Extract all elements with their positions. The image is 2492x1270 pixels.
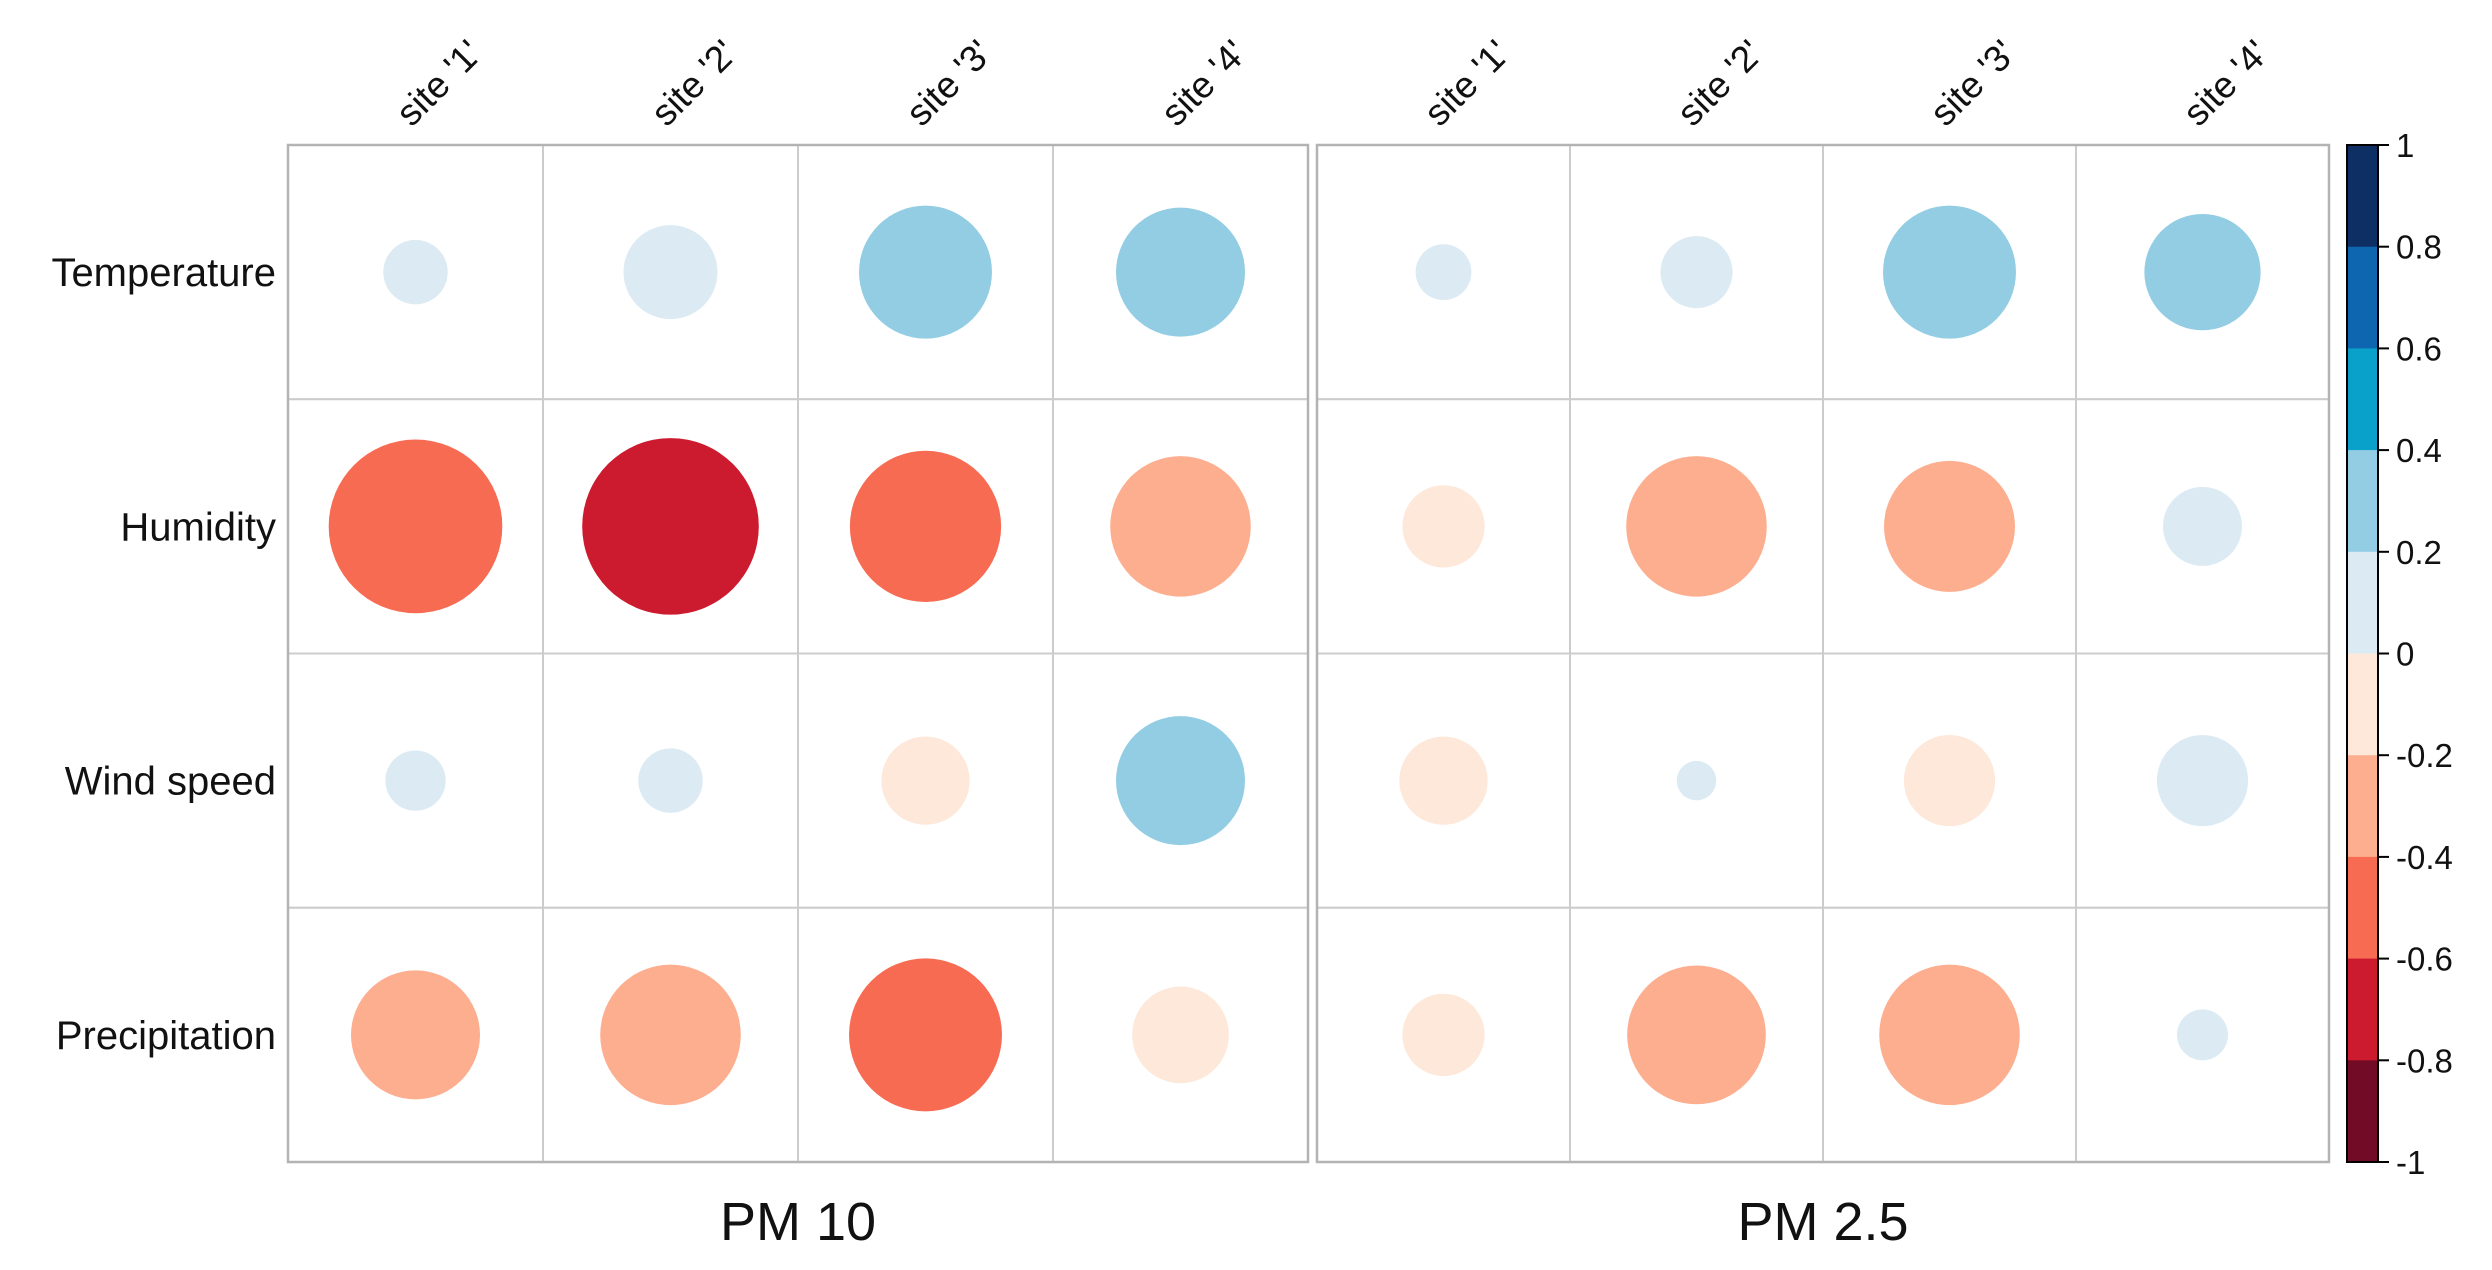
colorbar-band: [2347, 1060, 2378, 1163]
correlation-circle: [638, 748, 703, 813]
panel-title: PM 2.5: [1737, 1192, 1908, 1252]
colorbar-tick-label: 1: [2396, 127, 2414, 164]
correlation-circle: [1402, 993, 1485, 1076]
colorbar-tick-label: -1: [2396, 1144, 2425, 1181]
row-label: Precipitation: [56, 1014, 276, 1058]
panel-title: PM 10: [720, 1192, 876, 1252]
colorbar-band: [2347, 551, 2378, 654]
correlation-circle: [1660, 236, 1733, 309]
panel-pm-2.5: site '1' site '2' site '3' site '4'PM 2.5: [1315, 32, 2331, 1252]
correlation-circle: [849, 958, 1002, 1112]
row-label: Wind speed: [65, 760, 276, 804]
correlation-circle: [383, 239, 448, 305]
row-label: Humidity: [120, 505, 276, 549]
correlation-circle: [600, 964, 741, 1106]
correlation-circle: [1110, 456, 1251, 597]
colorbar: 1 0.8 0.6 0.4 0.2 0 -0.2 -0.4 -0.6 -0.8 -1: [2346, 127, 2453, 1181]
colorbar-tick-label: -0.2: [2396, 737, 2453, 774]
correlation-circle: [582, 438, 759, 615]
correlation-circle: [2177, 1009, 2228, 1061]
colorbar-band: [2347, 755, 2378, 858]
correlation-circle: [351, 970, 480, 1100]
colorbar-tick-label: 0: [2396, 636, 2414, 673]
colorbar-tick-label: 0.4: [2396, 432, 2442, 469]
colorbar-tick-label: -0.6: [2396, 941, 2453, 978]
colorbar-band: [2347, 653, 2378, 756]
correlation-circle: [1676, 760, 1717, 801]
row-label: Temperature: [51, 251, 276, 295]
correlation-circle: [1415, 244, 1472, 301]
correlation-circle: [623, 225, 718, 320]
colorbar-band: [2347, 348, 2378, 451]
correlation-circle: [1883, 205, 2016, 339]
colorbar-band: [2347, 958, 2378, 1061]
colorbar-tick-label: 0.6: [2396, 330, 2442, 367]
colorbar-tick-label: -0.4: [2396, 839, 2453, 876]
colorbar-band: [2347, 246, 2378, 349]
correlation-circle: [1884, 460, 2015, 592]
correlation-circle: [1627, 965, 1766, 1105]
correlation-circle: [2144, 213, 2261, 331]
panel-pm-10: site '1' site '2' site '3' site '4'PM 10: [286, 32, 1310, 1252]
colorbar-band: [2347, 856, 2378, 960]
correlation-circle: [1399, 736, 1488, 825]
colorbar-tick-label: -0.8: [2396, 1042, 2453, 1079]
correlation-circle: [1116, 716, 1245, 846]
correlation-circle: [881, 736, 970, 825]
correlation-circle: [2163, 486, 2242, 566]
correlation-circle: [849, 450, 1002, 602]
correlation-circle: [859, 205, 992, 339]
correlation-circle: [1903, 735, 1996, 827]
colorbar-tick-label: 0.8: [2396, 229, 2442, 266]
colorbar-band: [2347, 450, 2378, 553]
correlation-circle: [1116, 207, 1245, 337]
colorbar-band: [2347, 145, 2378, 248]
correlation-circle: [1626, 456, 1767, 597]
panel-border: [286, 143, 1310, 1164]
correlation-circle: [1402, 485, 1485, 568]
panel-border: [1315, 143, 2331, 1164]
colorbar-tick-label: 0.2: [2396, 534, 2442, 571]
correlation-circle: [385, 750, 446, 811]
correlation-circle: [328, 439, 503, 614]
correlation-circle: [1879, 964, 2020, 1106]
correlation-circle: [2156, 735, 2249, 827]
correlation-circle: [1132, 986, 1229, 1084]
